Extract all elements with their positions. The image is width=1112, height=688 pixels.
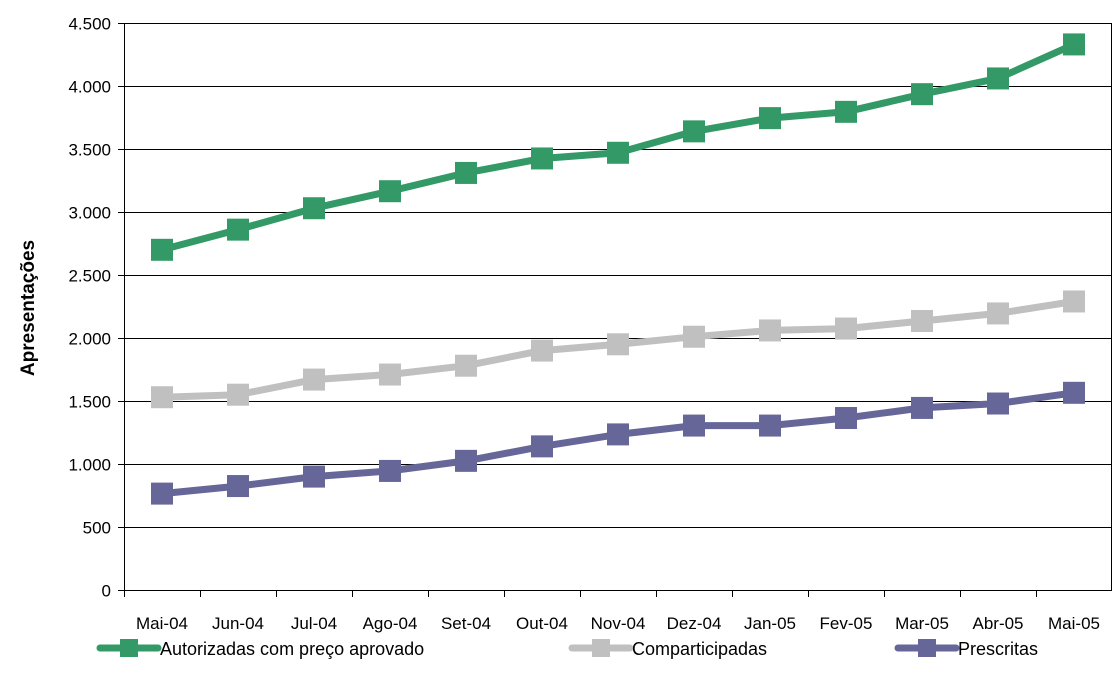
data-point <box>911 396 933 419</box>
data-point <box>835 407 857 430</box>
y-tick-label: 2.000 <box>68 330 111 349</box>
data-point <box>759 414 781 437</box>
legend-item: Comparticipadas <box>568 639 767 659</box>
x-tick-label: Nov-04 <box>591 614 646 633</box>
data-point <box>911 309 933 332</box>
data-point <box>531 435 553 458</box>
x-tick-label: Out-04 <box>516 614 568 633</box>
x-tick-label: Dez-04 <box>667 614 722 633</box>
data-point <box>759 107 781 130</box>
plot-area <box>124 23 1112 591</box>
data-point <box>455 449 477 472</box>
data-point <box>835 100 857 123</box>
data-point <box>683 120 705 143</box>
data-point <box>987 302 1009 325</box>
gridlines <box>124 23 1112 528</box>
x-tick-label: Jan-05 <box>744 614 796 633</box>
y-tick-label: 4.500 <box>68 15 111 34</box>
data-point <box>835 317 857 340</box>
data-point <box>303 368 325 391</box>
series-2 <box>151 290 1085 409</box>
x-axis: Mai-04 Jun-04 Jul-04 Ago-04 Set-04 Out-04 Nov-… <box>124 590 1100 633</box>
data-point <box>379 459 401 482</box>
series-1 <box>151 33 1085 261</box>
y-axis-title: Apresentações <box>18 240 39 376</box>
data-point <box>987 392 1009 415</box>
data-point <box>911 83 933 106</box>
series-layer <box>151 33 1085 505</box>
legend-item: Prescritas <box>894 639 1038 659</box>
x-tick-label: Abr-05 <box>972 614 1023 633</box>
data-point <box>987 67 1009 90</box>
data-point <box>227 475 249 498</box>
y-axis: 0 500 1.000 1.500 2.000 2.500 3.000 3.500 4.000 4… <box>68 15 124 601</box>
data-point <box>1063 381 1085 404</box>
data-point <box>151 238 173 261</box>
legend-label: Prescritas <box>958 639 1038 659</box>
data-point <box>683 414 705 437</box>
data-point <box>607 333 629 356</box>
y-tick-label: 0 <box>102 582 111 601</box>
data-point <box>151 482 173 505</box>
data-point <box>379 363 401 386</box>
data-point <box>379 180 401 203</box>
data-point <box>1063 290 1085 313</box>
data-point <box>303 197 325 220</box>
data-point <box>531 339 553 362</box>
legend-swatch-marker <box>592 639 610 657</box>
y-tick-label: 2.500 <box>68 267 111 286</box>
data-point <box>227 218 249 241</box>
y-tick-label: 1.500 <box>68 393 111 412</box>
y-tick-label: 3.500 <box>68 141 111 160</box>
data-point <box>759 319 781 342</box>
y-tick-label: 4.000 <box>68 78 111 97</box>
data-point <box>1063 33 1085 56</box>
x-tick-label: Mar-05 <box>895 614 949 633</box>
data-point <box>455 161 477 184</box>
data-point <box>227 383 249 406</box>
x-tick-label: Mai-04 <box>136 614 188 633</box>
data-point <box>455 354 477 377</box>
x-tick-label: Jul-04 <box>291 614 337 633</box>
y-tick-label: 500 <box>83 519 111 538</box>
data-point <box>683 325 705 348</box>
y-tick-label: 3.000 <box>68 204 111 223</box>
data-point <box>607 423 629 446</box>
data-point <box>303 465 325 488</box>
data-point <box>531 147 553 170</box>
legend-swatch-marker <box>120 639 138 657</box>
x-tick-label: Jun-04 <box>212 614 264 633</box>
legend-label: Comparticipadas <box>632 639 767 659</box>
y-tick-label: 1.000 <box>68 456 111 475</box>
x-tick-label: Set-04 <box>441 614 491 633</box>
x-tick-label: Ago-04 <box>363 614 418 633</box>
data-point <box>151 386 173 409</box>
data-point <box>607 141 629 164</box>
x-tick-label: Fev-05 <box>820 614 873 633</box>
legend-label: Autorizadas com preço aprovado <box>160 639 424 659</box>
legend: Autorizadas com preço aprovado Compartici… <box>96 639 1038 659</box>
x-tick-label: Mai-05 <box>1048 614 1100 633</box>
series-3 <box>151 381 1085 505</box>
legend-item: Autorizadas com preço aprovado <box>96 639 424 659</box>
legend-swatch-marker <box>918 639 936 657</box>
